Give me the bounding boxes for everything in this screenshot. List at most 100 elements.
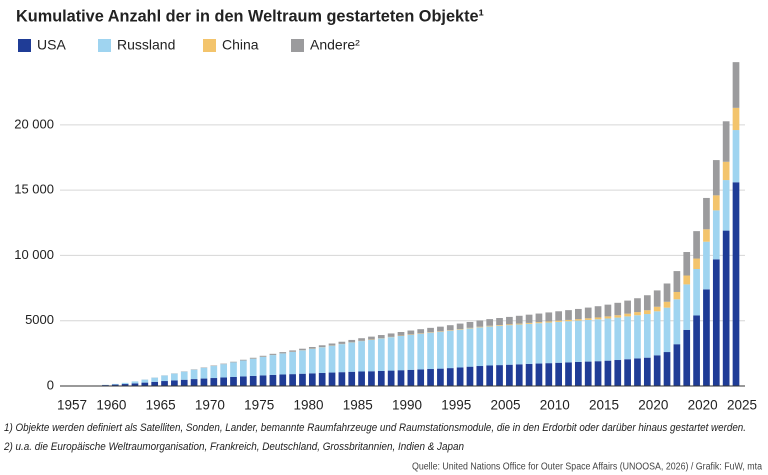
- x-tick-label: 2010: [540, 398, 570, 413]
- bar-segment: [555, 311, 562, 321]
- bar-segment: [397, 335, 405, 371]
- bar-segment: [269, 353, 277, 355]
- bar-segment: [614, 315, 622, 318]
- bar-segment: [466, 327, 474, 329]
- bar-segment: [712, 210, 720, 260]
- bar-segment: [111, 384, 119, 386]
- bar-segment: [732, 62, 740, 108]
- bar-segment: [624, 300, 631, 314]
- bar-segment: [525, 323, 533, 364]
- bar-segment: [180, 379, 188, 386]
- bar-segment: [565, 362, 572, 386]
- bar-segment: [653, 311, 661, 356]
- x-tick-label: 2005: [491, 398, 521, 413]
- bar-segment: [624, 313, 631, 317]
- bar-segment: [476, 327, 484, 367]
- bar-segment: [427, 369, 434, 386]
- bar-segment: [358, 338, 365, 341]
- bar-segment: [683, 275, 691, 285]
- bar-segment: [683, 252, 691, 276]
- bar-segment: [673, 344, 681, 386]
- bar-segment: [663, 307, 671, 353]
- bar-segment: [555, 320, 562, 322]
- bar-segment: [653, 306, 661, 312]
- bar-segment: [151, 377, 159, 382]
- bar-segment: [506, 364, 513, 386]
- bar-segment: [368, 336, 375, 340]
- bar-segment: [712, 259, 720, 386]
- bar-segment: [693, 268, 700, 316]
- bar-segment: [634, 358, 641, 386]
- bar-segment: [683, 284, 691, 330]
- bar-segment: [535, 323, 543, 364]
- x-tick-label: 2020: [638, 398, 668, 413]
- legend-label: Andere²: [310, 37, 360, 53]
- footnote: 2) u.a. die Europäische Weltraumorganisa…: [3, 441, 464, 453]
- bar-segment: [230, 361, 237, 363]
- y-tick-label: 15 000: [14, 182, 54, 197]
- bar-segment: [496, 325, 503, 366]
- bar-segment: [308, 348, 316, 374]
- bar-segment: [387, 333, 395, 337]
- bar-segment: [348, 339, 356, 343]
- source: Quelle: United Nations Office for Outer …: [412, 462, 762, 473]
- bar-segment: [180, 371, 188, 380]
- bar-segment: [427, 327, 434, 333]
- bar-segment: [368, 371, 375, 386]
- legend-swatch: [98, 39, 111, 52]
- x-tick-label: 1985: [343, 398, 373, 413]
- legend-label: China: [222, 37, 259, 53]
- bar-segment: [515, 324, 523, 365]
- bar-segment: [555, 321, 562, 363]
- bar-segment: [614, 302, 622, 316]
- bar-segment: [437, 331, 444, 369]
- bar-segment: [338, 372, 346, 386]
- bar-segment: [121, 384, 129, 386]
- bar-segment: [200, 378, 208, 386]
- bar-segment: [476, 320, 484, 327]
- bar-segment: [338, 344, 346, 373]
- bar-segment: [289, 350, 296, 352]
- legend-swatch: [18, 39, 31, 52]
- bar-segment: [565, 321, 572, 363]
- bar-segment: [456, 367, 464, 386]
- bar-segment: [486, 319, 494, 326]
- bar-segment: [663, 352, 671, 386]
- bar-segment: [111, 383, 119, 385]
- bar-segment: [643, 357, 651, 386]
- x-tick-label: 1995: [441, 398, 471, 413]
- bar-segment: [614, 317, 622, 361]
- bar-segment: [328, 343, 336, 346]
- bar-segment: [249, 358, 257, 376]
- bar-segment: [604, 304, 612, 317]
- bar-segment: [171, 380, 178, 386]
- bar-segment: [545, 321, 553, 323]
- bar-segment: [693, 258, 700, 269]
- bar-segment: [377, 335, 385, 339]
- bar-segment: [496, 365, 503, 386]
- bar-segment: [486, 365, 494, 386]
- bar-segment: [722, 180, 730, 231]
- x-tick-label: 1975: [244, 398, 274, 413]
- x-tick-label: 1990: [392, 398, 422, 413]
- bar-segment: [614, 360, 622, 386]
- bar-segment: [279, 353, 287, 375]
- bar-segment: [141, 382, 149, 386]
- bar-segment: [712, 160, 720, 196]
- bar-segment: [328, 345, 336, 373]
- bar-segment: [584, 318, 592, 320]
- bar-segment: [348, 342, 356, 372]
- bar-segment: [565, 310, 572, 320]
- bar-segment: [575, 319, 582, 321]
- bar-segment: [358, 341, 365, 372]
- bar-segment: [269, 355, 277, 375]
- bar-segment: [575, 361, 582, 386]
- bar-segment: [604, 318, 612, 361]
- bar-segment: [417, 329, 425, 334]
- bar-segment: [377, 370, 385, 386]
- bar-segment: [535, 313, 543, 323]
- bar-segment: [437, 326, 444, 332]
- bar-segment: [348, 371, 356, 386]
- bar-segment: [308, 373, 316, 386]
- bar-segment: [545, 312, 553, 322]
